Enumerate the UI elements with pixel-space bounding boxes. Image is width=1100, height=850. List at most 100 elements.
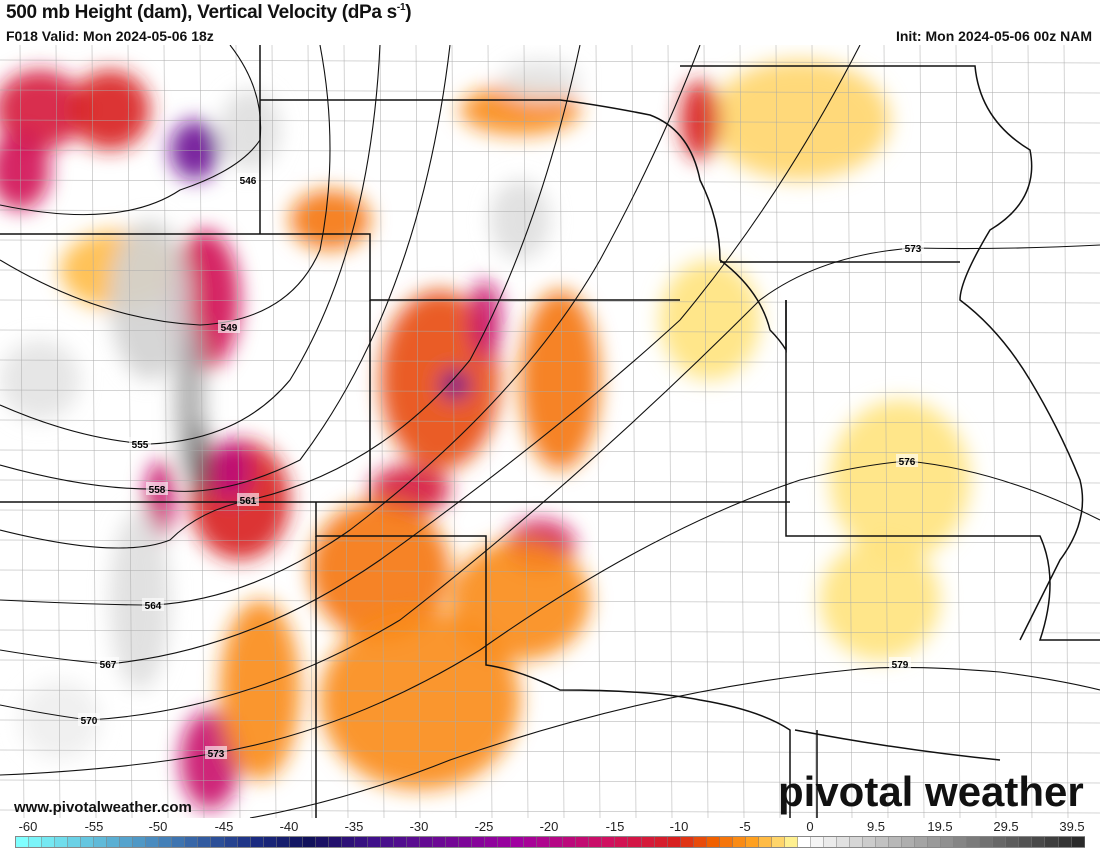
title-text: 500 mb Height (dam), Vertical Velocity (… [6,2,397,23]
county-line [0,59,1100,64]
colorbar-cell [1045,837,1059,847]
velocity-cell [660,260,760,380]
county-line [451,45,457,818]
pivotal-weather-logo: pivotal weather [778,768,1084,815]
county-line [415,45,421,818]
colorbar-cell [576,837,590,847]
county-line [955,45,961,818]
county-line [0,629,1100,634]
county-line [343,45,349,818]
colorbar-tick-label: 19.5 [927,819,953,834]
county-line [0,509,1100,514]
county-line [127,45,133,818]
height-contour [0,45,331,326]
colorbar-cell [289,837,303,847]
contour-labels: 546 549 555 558 561 564 567 570 573 573 576 579 [78,173,924,760]
colorbar-cell [1071,837,1085,847]
colorbar-cell [654,837,668,847]
height-contour [0,460,1100,776]
colorbar-cell [1006,837,1020,847]
height-contour [0,45,581,549]
map-title: 500 mb Height (dam), Vertical Velocity (… [6,2,412,24]
county-line [0,119,1100,124]
county-line [19,45,25,818]
colorbar-tick-label: 29.5 [993,819,1019,834]
website-url[interactable]: www.pivotalweather.com [14,799,192,816]
colorbar-cell [1058,837,1072,847]
county-borders [0,45,1100,818]
county-line [0,689,1100,694]
colorbar-cell [485,837,499,847]
vertical-velocity-shading [0,60,970,810]
velocity-cell [210,440,250,500]
colorbar-cell [928,837,942,847]
colorbar-cell [550,837,564,847]
colorbar-cell [446,837,460,847]
county-line [307,45,313,818]
contour-label-background [142,598,164,611]
county-line [379,45,385,818]
contour-label: 570 [81,716,98,727]
county-line [0,209,1100,214]
colorbar-cell [615,837,629,847]
velocity-cell [70,70,150,150]
county-line [523,45,529,818]
colorbar-cell [185,837,199,847]
colorbar-cell [263,837,277,847]
contour-label-background [902,241,924,254]
colorbar-cell [850,837,864,847]
colorbar-tick-label: -5 [739,819,751,834]
colorbar-cell [771,837,785,847]
colorbar-cell [433,837,447,847]
velocity-cell [680,80,720,160]
county-line [0,449,1100,454]
county-line [667,45,673,818]
colorbar-cell [459,837,473,847]
county-line [55,45,61,818]
colorbar-cell [680,837,694,847]
colorbar-cell [693,837,707,847]
contour-label-background [129,437,151,450]
colorbar-cell [250,837,264,847]
county-line [775,45,781,818]
county-line [271,45,277,818]
colorbar-cell [797,837,811,847]
velocity-cell [170,120,220,180]
county-line [847,45,853,818]
velocity-cell [469,280,501,360]
colorbar-cell [967,837,981,847]
colorbar-tick-label: -25 [474,819,494,834]
colorbar-cell [237,837,251,847]
colorbar-cell [732,837,746,847]
contour-label-background [97,657,119,670]
county-line [0,659,1100,664]
county-line [0,809,1100,814]
colorbar-cell [589,837,603,847]
colorbar-cell [784,837,798,847]
title-end: ) [405,2,412,23]
contour-label-background [78,713,100,726]
colorbar-tick-label: -45 [214,819,234,834]
valid-time: F018 Valid: Mon 2024-05-06 18z [6,28,214,44]
colorbar-cell [55,837,69,847]
colorbar-cell [367,837,381,847]
county-line [631,45,637,818]
velocity-cell [110,510,170,690]
county-line [199,45,205,818]
colorbar-tick-label: -15 [605,819,625,834]
colorbar-cell [602,837,616,847]
colorbar-cell [954,837,968,847]
colorbar-labels: -60 -55 -50 -45 -40 -35 -30 -25 -20 -15 -10 -5 0 9.5 1… [0,819,1100,835]
colorbar-cell [667,837,681,847]
county-line [0,179,1100,184]
colorbar-cell [354,837,368,847]
colorbar-cell [68,837,82,847]
velocity-cell [520,290,600,470]
colorbar-cell [719,837,733,847]
velocity-cell [820,540,940,660]
contour-label: 564 [145,601,162,612]
contour-label-background [237,173,259,186]
colorbar-tick-label: 9.5 [866,819,886,834]
contour-label: 573 [208,749,225,760]
colorbar-cell [537,837,551,847]
